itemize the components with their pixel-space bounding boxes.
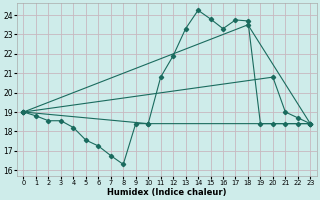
X-axis label: Humidex (Indice chaleur): Humidex (Indice chaleur) xyxy=(107,188,227,197)
